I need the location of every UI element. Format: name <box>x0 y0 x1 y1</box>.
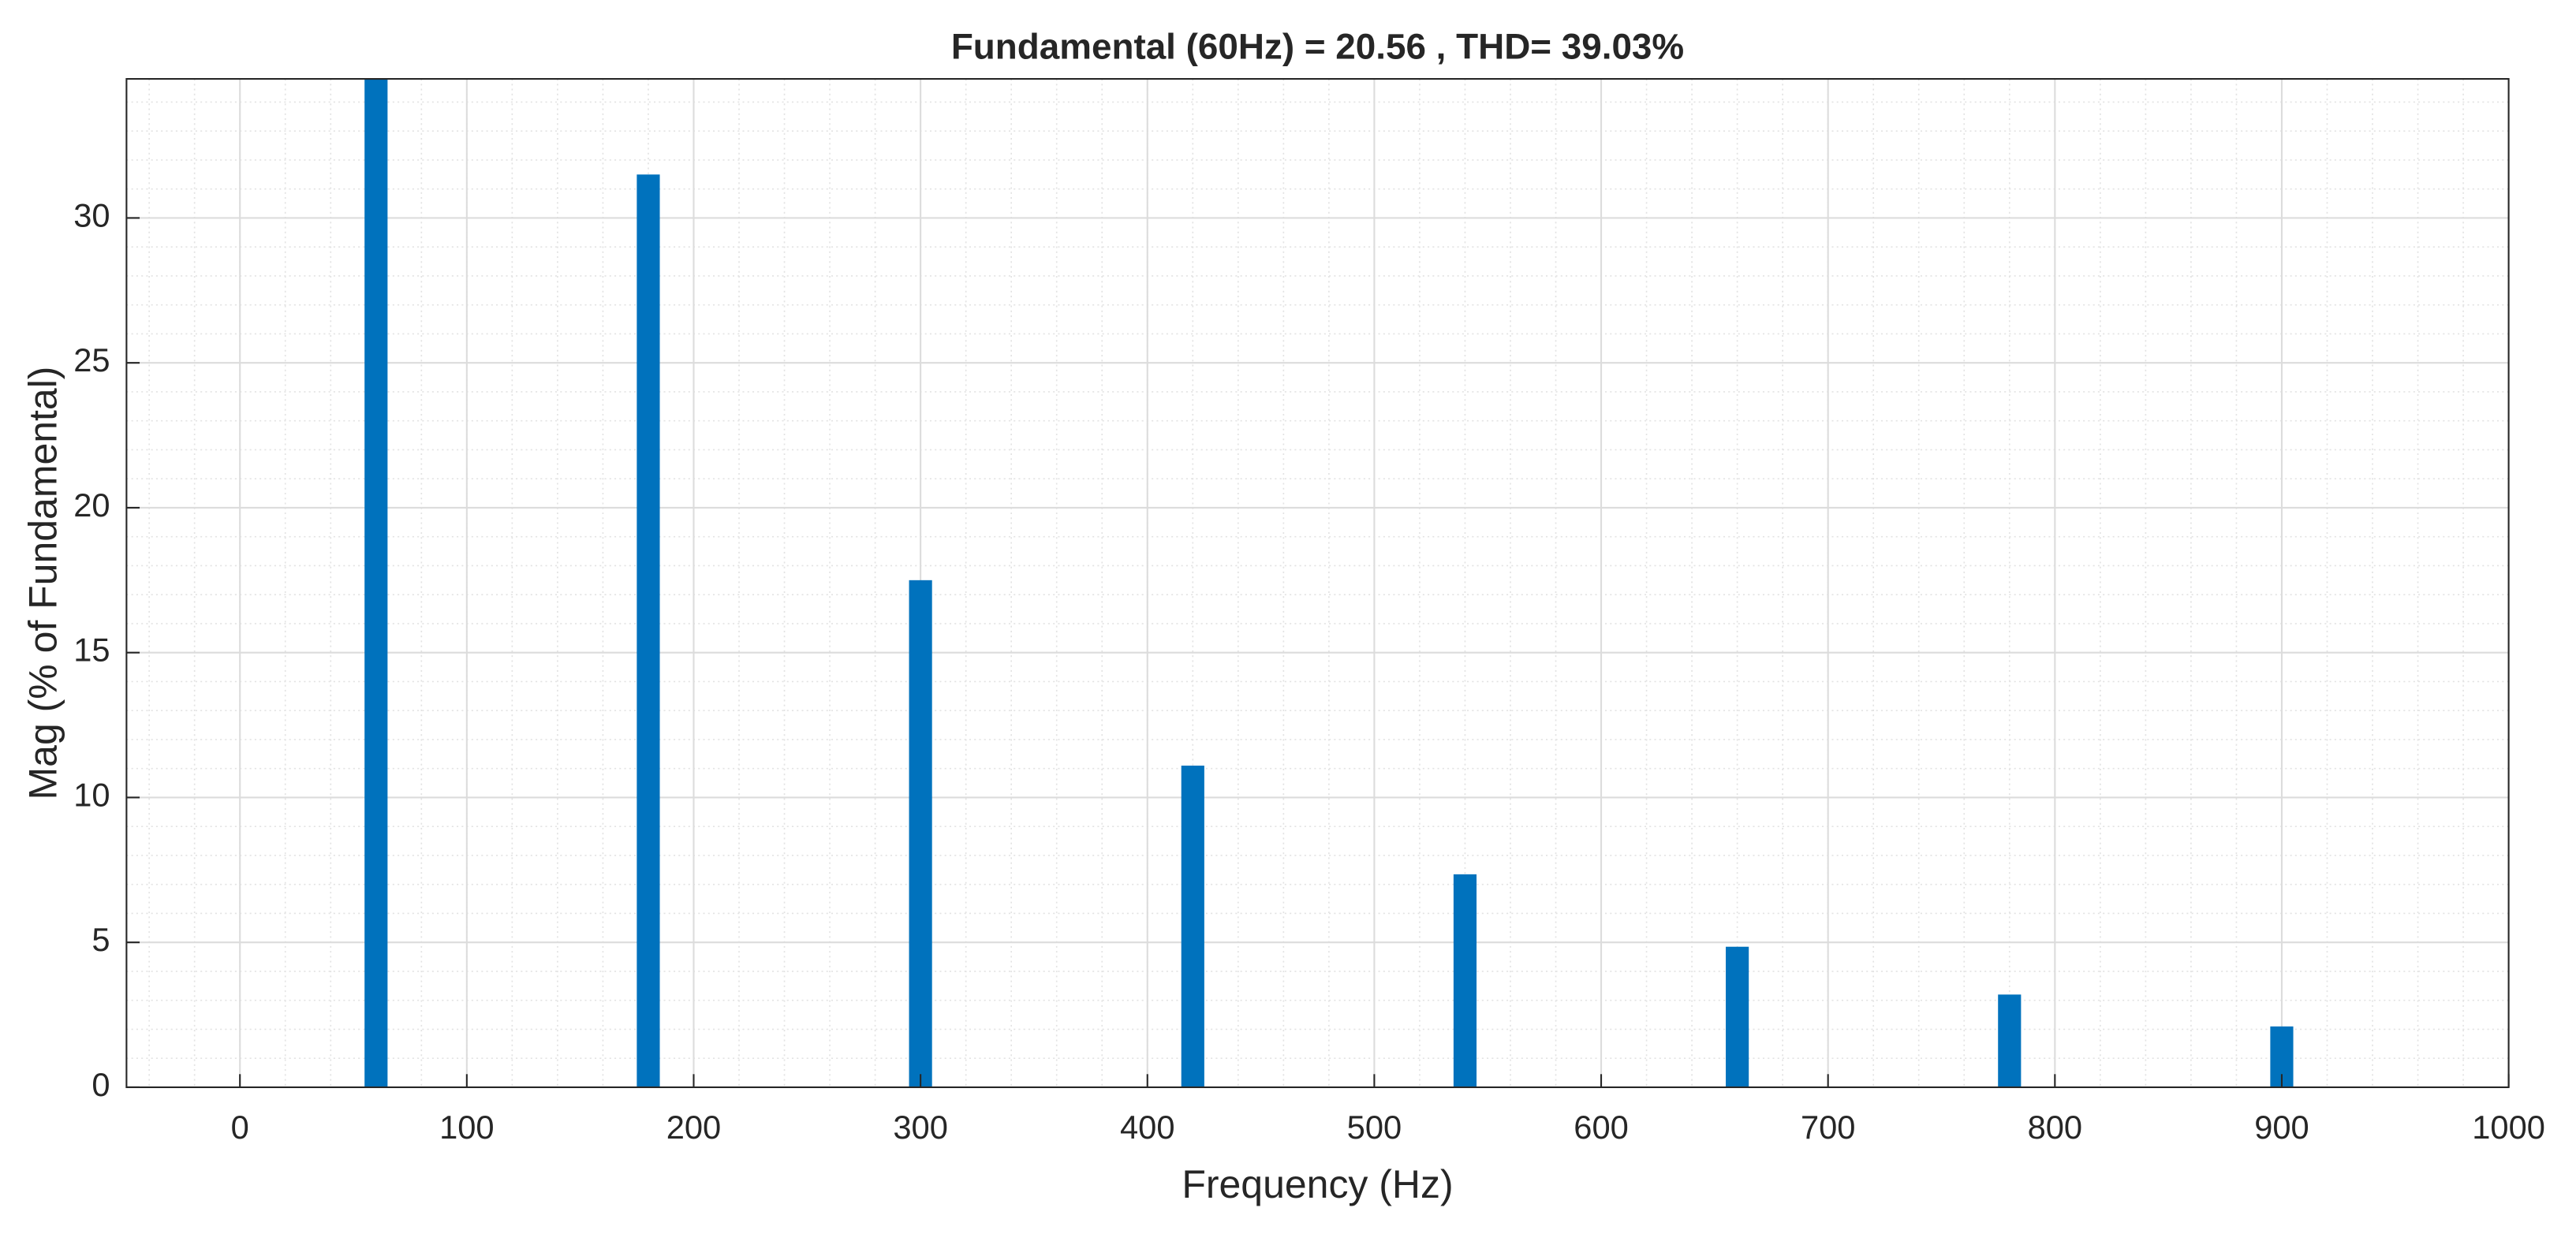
x-tick-label: 600 <box>1574 1109 1628 1146</box>
grid <box>126 79 2510 1089</box>
y-tick-label: 0 <box>91 1066 110 1103</box>
y-tick-label: 10 <box>73 776 110 813</box>
y-tick-label: 30 <box>73 196 110 233</box>
y-axis-label: Mag (% of Fundamental) <box>21 367 65 800</box>
x-tick-label: 900 <box>2254 1109 2309 1146</box>
bar <box>637 174 660 1087</box>
x-tick-label: 200 <box>666 1109 721 1146</box>
x-tick-label: 100 <box>439 1109 494 1146</box>
x-tick-label: 1000 <box>2472 1109 2545 1146</box>
bar <box>1181 766 1204 1087</box>
plot-frame <box>125 78 2510 1089</box>
axes: 0 100 200 300 400 500 600 700 800 900 1000 0 5 10 15 20… <box>73 78 2545 1146</box>
y-tick-label: 15 <box>73 632 110 669</box>
y-tick-label: 20 <box>73 486 110 524</box>
y-tick-label: 5 <box>91 921 110 958</box>
bar <box>1726 946 1749 1087</box>
bar <box>1998 994 2022 1087</box>
x-axis-label: Frequency (Hz) <box>1182 1162 1453 1206</box>
bars <box>364 79 2294 1087</box>
x-tick-label: 800 <box>2028 1109 2082 1146</box>
x-tick-label: 500 <box>1347 1109 1402 1146</box>
bar <box>909 580 932 1087</box>
x-tick-label: 0 <box>231 1109 249 1146</box>
y-tick-label: 25 <box>73 341 110 378</box>
bar <box>1453 874 1477 1087</box>
bar <box>364 79 388 1087</box>
x-tick-label: 300 <box>893 1109 947 1146</box>
x-tick-label: 700 <box>1801 1109 1855 1146</box>
chart-title: Fundamental (60Hz) = 20.56 , THD= 39.03% <box>951 27 1684 67</box>
x-tick-label: 400 <box>1120 1109 1174 1146</box>
